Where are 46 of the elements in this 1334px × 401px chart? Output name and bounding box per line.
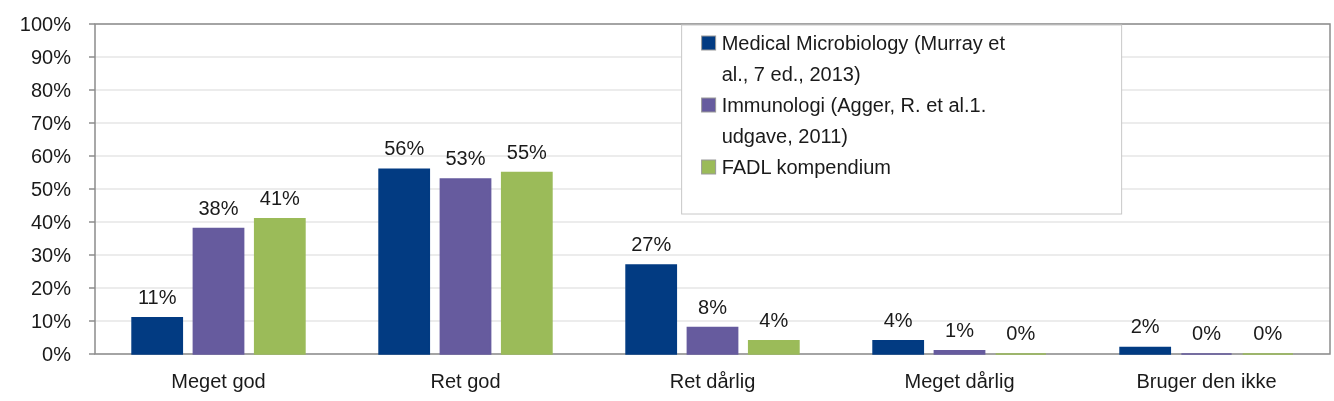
x-tick-label: Ret dårlig	[669, 370, 756, 392]
data-label: 11%	[137, 285, 177, 308]
y-tick-label: 90%	[30, 46, 72, 68]
data-label: 1%	[945, 318, 975, 341]
bar	[1119, 346, 1172, 355]
data-label: 53%	[445, 147, 486, 170]
bar	[439, 178, 492, 355]
data-label: 4%	[883, 308, 913, 331]
bar	[625, 264, 678, 355]
data-label: 41%	[259, 186, 301, 209]
data-label: 0%	[1006, 322, 1036, 344]
y-tick-label: 50%	[30, 178, 72, 200]
data-label: 8%	[698, 295, 728, 318]
bar	[686, 326, 739, 355]
y-tick-label: 80%	[30, 79, 72, 101]
y-tick-label: 0%	[42, 343, 72, 365]
y-tick-label: 40%	[30, 211, 72, 233]
bar	[192, 227, 245, 355]
y-tick-label: 20%	[30, 277, 72, 299]
data-label: 0%	[1192, 322, 1222, 344]
y-tick-label: 60%	[30, 145, 72, 167]
legend-label: Medical Microbiology (Murray et al., 7 ed., 2013)	[721, 32, 1006, 85]
x-tick-label: Ret god	[430, 370, 501, 392]
bar	[253, 217, 306, 355]
bar	[747, 340, 800, 355]
x-tick-label: Bruger den ikke	[1136, 370, 1277, 392]
x-tick-label: Meget god	[171, 370, 266, 392]
bar	[500, 171, 553, 355]
data-label: 4%	[759, 308, 789, 331]
legend-label: Immunologi (Agger, R. et al.1. udgave, 2011)	[721, 94, 987, 147]
data-label: 0%	[1253, 322, 1283, 344]
data-label: 2%	[1130, 315, 1160, 338]
data-label: 55%	[506, 140, 548, 163]
data-label: 38%	[198, 196, 239, 219]
bar	[131, 316, 184, 355]
y-tick-label: 30%	[30, 244, 72, 266]
bar	[933, 349, 986, 355]
legend-label: FADL kompendium	[721, 156, 891, 178]
bar	[378, 168, 431, 355]
y-tick-label: 100%	[19, 13, 72, 35]
y-tick-label: 70%	[30, 112, 72, 134]
data-label: 27%	[631, 232, 672, 255]
bar	[872, 340, 925, 355]
data-label: 56%	[384, 137, 425, 160]
y-tick-label: 10%	[30, 310, 72, 332]
x-tick-label: Meget dårlig	[904, 370, 1015, 392]
